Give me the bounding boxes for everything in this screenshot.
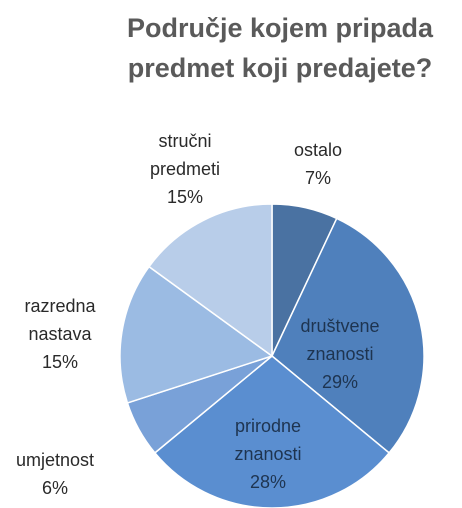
chart-title: Područje kojem pripada predmet koji pred… <box>126 13 434 83</box>
value-label: 7% <box>305 168 331 188</box>
category-label: znanosti <box>306 344 373 364</box>
pie-slice <box>147 203 273 358</box>
category-label: nastava <box>28 324 92 344</box>
slice-label: umjetnost <box>16 450 94 470</box>
pie-slice <box>119 265 274 404</box>
category-label: umjetnost <box>16 450 94 470</box>
slice-label: društvene znanosti <box>300 316 379 364</box>
slice-label: ostalo <box>294 140 342 160</box>
category-label: razredna <box>24 296 96 316</box>
value-label: 29% <box>322 372 358 392</box>
slice-label: stručni predmeti <box>150 131 220 179</box>
slice-label: prirodne znanosti <box>234 416 301 464</box>
category-label: ostalo <box>294 140 342 160</box>
slice-label: razredna nastava <box>24 296 96 344</box>
category-label: znanosti <box>234 444 301 464</box>
category-label: stručni <box>158 131 211 151</box>
category-label: predmeti <box>150 159 220 179</box>
value-label: 15% <box>167 187 203 207</box>
pie-slice <box>271 217 425 454</box>
value-label: 15% <box>42 352 78 372</box>
value-label: 6% <box>42 478 68 498</box>
category-label: društvene <box>300 316 379 336</box>
category-label: prirodne <box>235 416 301 436</box>
value-label: 28% <box>250 472 286 492</box>
